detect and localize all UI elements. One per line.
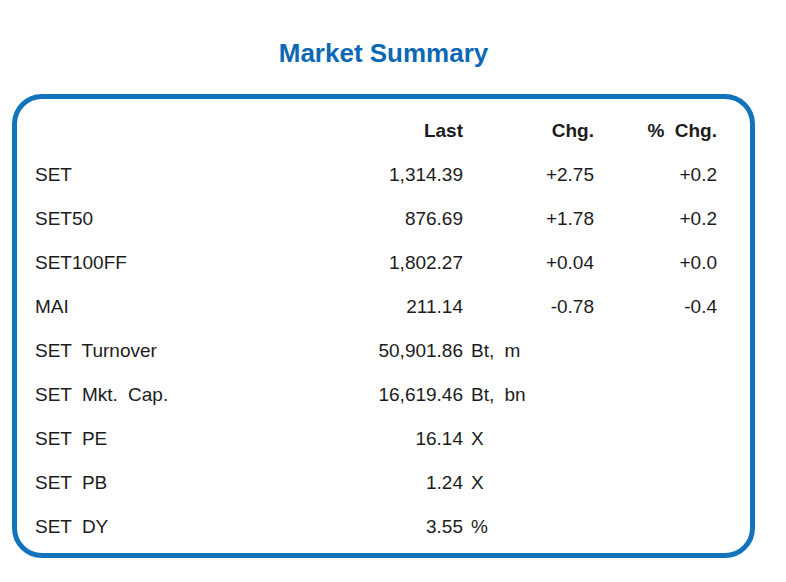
chg-value: +0.04 [532, 252, 594, 274]
last-value: 211.14 [197, 296, 463, 318]
table-row-mai: MAI 211.14 -0.78 -0.4 [17, 285, 750, 329]
table-row-set-pe: SET PE 16.14 X [17, 417, 750, 461]
row-label: SET100FF [17, 252, 197, 274]
last-unit: Bt, bn [463, 384, 532, 406]
market-summary-card: Last Chg. % Chg. SET 1,314.39 +2.75 +0.2… [12, 94, 755, 558]
table-row-set-turnover: SET Turnover 50,901.86 Bt, m [17, 329, 750, 373]
last-unit: X [463, 428, 532, 450]
market-summary-page: Market Summary Last Chg. % Chg. SET 1,31… [0, 0, 786, 582]
table-row-set50: SET50 876.69 +1.78 +0.2 [17, 197, 750, 241]
last-value: 1,802.27 [197, 252, 463, 274]
last-value: 16,619.46 [197, 384, 463, 406]
table-row-set: SET 1,314.39 +2.75 +0.2 [17, 153, 750, 197]
table-row-set-dy: SET DY 3.55 % [17, 505, 750, 549]
chg-value: +2.75 [532, 164, 594, 186]
last-value: 1,314.39 [197, 164, 463, 186]
last-unit: % [463, 516, 532, 538]
table-header-row: Last Chg. % Chg. [17, 109, 750, 153]
table-row-set-pb: SET PB 1.24 X [17, 461, 750, 505]
page-title: Market Summary [12, 38, 755, 69]
column-header-pct-chg: % Chg. [594, 120, 717, 142]
last-value: 50,901.86 [197, 340, 463, 362]
row-label: SET50 [17, 208, 197, 230]
last-value: 3.55 [197, 516, 463, 538]
column-header-chg: Chg. [532, 120, 594, 142]
row-label: MAI [17, 296, 197, 318]
chg-value: +1.78 [532, 208, 594, 230]
pct-chg-value: +0.2 [594, 164, 717, 186]
column-header-last: Last [197, 120, 463, 142]
chg-value: -0.78 [532, 296, 594, 318]
row-label: SET Turnover [17, 340, 197, 362]
pct-chg-value: +0.0 [594, 252, 717, 274]
row-label: SET Mkt. Cap. [17, 384, 197, 406]
row-label: SET DY [17, 516, 197, 538]
row-label: SET [17, 164, 197, 186]
last-unit: Bt, m [463, 340, 532, 362]
table-row-set-mkt-cap: SET Mkt. Cap. 16,619.46 Bt, bn [17, 373, 750, 417]
last-value: 876.69 [197, 208, 463, 230]
last-value: 16.14 [197, 428, 463, 450]
pct-chg-value: -0.4 [594, 296, 717, 318]
table-row-set100ff: SET100FF 1,802.27 +0.04 +0.0 [17, 241, 750, 285]
row-label: SET PE [17, 428, 197, 450]
pct-chg-value: +0.2 [594, 208, 717, 230]
last-unit: X [463, 472, 532, 494]
row-label: SET PB [17, 472, 197, 494]
last-value: 1.24 [197, 472, 463, 494]
